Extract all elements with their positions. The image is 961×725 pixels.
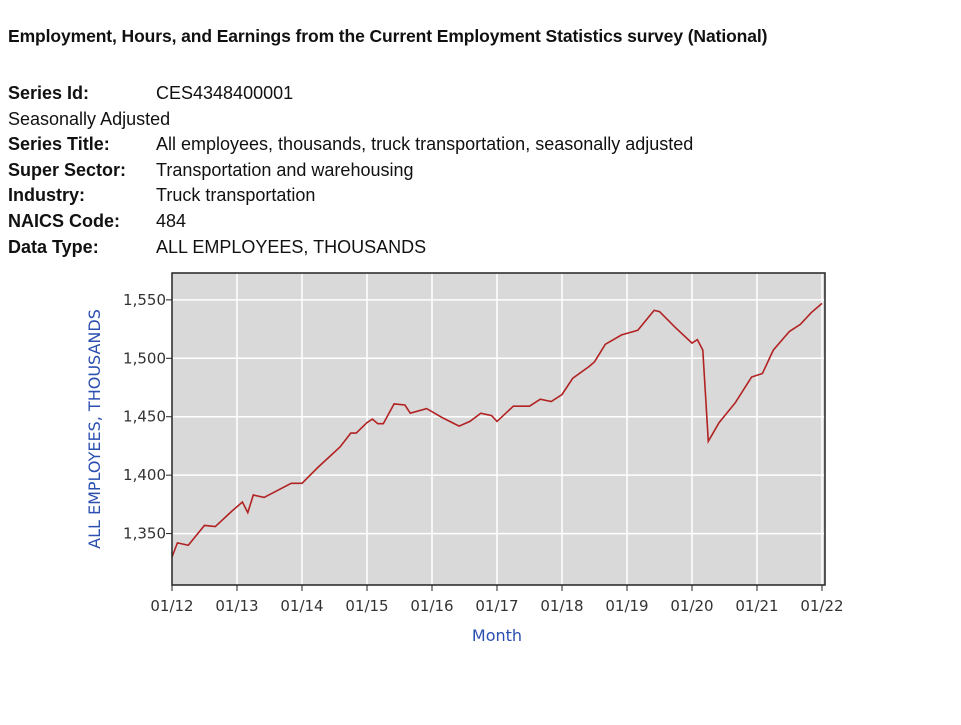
y-tick-label: 1,550 <box>123 291 166 309</box>
y-tick-label: 1,500 <box>123 349 166 367</box>
plot-area <box>172 273 825 585</box>
y-tick-label: 1,450 <box>123 408 166 426</box>
data-type-row: Data Type: ALL EMPLOYEES, THOUSANDS <box>8 235 693 261</box>
x-tick-label: 01/14 <box>280 597 323 615</box>
super-sector-row: Super Sector: Transportation and warehou… <box>8 158 693 184</box>
y-tick-label: 1,350 <box>123 525 166 543</box>
x-tick-label: 01/12 <box>150 597 193 615</box>
x-tick-label: 01/21 <box>735 597 778 615</box>
x-tick-label: 01/17 <box>475 597 518 615</box>
y-axis-label: ALL EMPLOYEES, THOUSANDS <box>85 309 104 549</box>
series-title-row: Series Title: All employees, thousands, … <box>8 132 693 158</box>
naics-code-value: 484 <box>156 210 187 231</box>
industry-value: Truck transportation <box>156 185 316 206</box>
series-line <box>171 302 823 558</box>
series-id-row: Series Id: CES4348400001 <box>8 81 693 107</box>
x-tick-label: 01/19 <box>605 597 648 615</box>
industry-label: Industry: <box>8 185 86 206</box>
x-tick-label: 01/16 <box>410 597 453 615</box>
series-title-label: Series Title: <box>8 134 110 155</box>
x-axis-label: Month <box>472 626 522 645</box>
x-tick-label: 01/22 <box>800 597 843 615</box>
plot-frame <box>171 272 826 586</box>
x-tick-label: 01/20 <box>670 597 713 615</box>
series-id-value: CES4348400001 <box>156 83 294 103</box>
adjustment-row: Seasonally Adjusted <box>8 107 693 133</box>
series-info: Series Id: CES4348400001 Seasonally Adju… <box>8 81 693 260</box>
x-tick-label: 01/15 <box>345 597 388 615</box>
x-tick-label: 01/13 <box>215 597 258 615</box>
page-title: Employment, Hours, and Earnings from the… <box>8 26 768 46</box>
naics-code-row: NAICS Code: 484 <box>8 209 693 235</box>
data-type-value: ALL EMPLOYEES, THOUSANDS <box>156 236 427 257</box>
super-sector-value: Transportation and warehousing <box>156 159 414 180</box>
series-id-label: Series Id: <box>8 83 90 103</box>
super-sector-label: Super Sector: <box>8 159 127 180</box>
y-tick-label: 1,400 <box>123 466 166 484</box>
series-title-value: All employees, thousands, truck transpor… <box>156 134 694 155</box>
data-type-label: Data Type: <box>8 236 99 257</box>
x-tick-label: 01/18 <box>540 597 583 615</box>
axis-ticks: 1,350 1,400 1,450 1,500 1,550 01/12 01/13 01/14… <box>123 291 844 615</box>
seasonal-adjustment: Seasonally Adjusted <box>8 108 171 129</box>
naics-code-label: NAICS Code: <box>8 210 120 231</box>
industry-row: Industry: Truck transportation <box>8 183 693 209</box>
